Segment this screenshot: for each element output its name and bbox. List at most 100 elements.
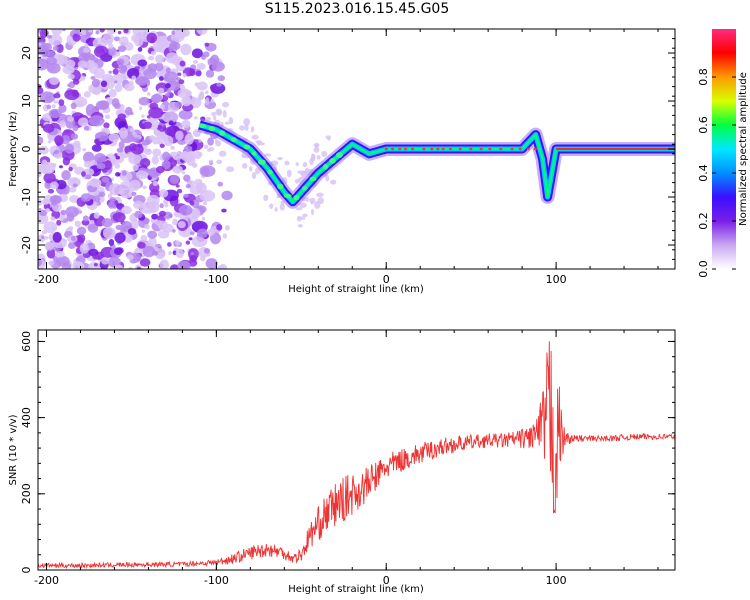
- noise-blob: [166, 52, 179, 61]
- noise-blob: [82, 215, 89, 222]
- noise-blob: [141, 139, 150, 146]
- noise-blob: [185, 183, 192, 189]
- ridge-blob: [267, 169, 273, 175]
- noise-blob: [128, 266, 133, 269]
- noise-blob: [108, 43, 114, 49]
- noise-blob: [118, 36, 129, 46]
- noise-blob: [78, 52, 90, 63]
- noise-blob: [113, 247, 123, 255]
- x-tick-label: -100: [204, 574, 229, 587]
- noise-blob: [150, 50, 157, 56]
- noise-blob: [85, 174, 92, 180]
- noise-blob: [210, 98, 215, 103]
- noise-blob: [42, 123, 55, 133]
- ridge-blob: [322, 164, 329, 170]
- colorbar-tick-label: 0.4: [697, 164, 710, 182]
- noise-blob: [82, 148, 87, 152]
- noise-blob: [70, 133, 79, 140]
- noise-blob: [136, 266, 141, 269]
- colorbar-tick-label: 0.6: [697, 116, 710, 134]
- noise-blob: [98, 191, 106, 198]
- noise-blob: [48, 108, 62, 119]
- noise-blob: [177, 72, 182, 76]
- ridge-peak-dot: [479, 147, 483, 151]
- noise-blob: [102, 227, 116, 240]
- noise-blob: [163, 135, 174, 147]
- noise-blob: [177, 260, 191, 269]
- noise-blob: [131, 252, 142, 263]
- noise-blob: [118, 188, 125, 195]
- noise-blob: [108, 70, 112, 74]
- noise-blob: [127, 228, 137, 235]
- noise-blob: [203, 247, 210, 254]
- noise-blob: [103, 160, 112, 171]
- noise-blob: [91, 78, 100, 88]
- ridge-blob: [230, 137, 237, 143]
- noise-blob: [147, 63, 158, 73]
- noise-blob: [131, 75, 137, 80]
- noise-blob: [159, 104, 165, 110]
- spectrogram-ylabel: Frequency (Hz): [8, 111, 19, 187]
- ridge-peak-dot: [469, 147, 473, 151]
- noise-blob: [244, 124, 249, 131]
- noise-blob: [126, 151, 135, 159]
- noise-blob: [55, 179, 67, 190]
- noise-blob: [167, 80, 181, 91]
- ridge-peak-dot: [436, 147, 440, 151]
- noise-blob: [195, 70, 202, 77]
- noise-blob: [159, 203, 164, 209]
- noise-blob: [83, 91, 91, 98]
- noise-blob: [123, 83, 135, 92]
- ridge-peak-dot: [404, 147, 408, 151]
- noise-blob: [179, 60, 186, 67]
- noise-blob: [321, 150, 328, 157]
- noise-blob: [183, 174, 191, 182]
- x-tick-label: -100: [204, 273, 229, 286]
- noise-blob: [123, 29, 129, 34]
- noise-blob: [217, 181, 224, 187]
- noise-blob: [129, 179, 141, 191]
- x-tick-label: 100: [546, 273, 567, 286]
- noise-blob: [143, 148, 153, 155]
- noise-blob: [207, 137, 214, 146]
- noise-blob: [51, 104, 56, 109]
- noise-blob: [201, 167, 210, 177]
- noise-blob: [269, 203, 274, 209]
- noise-blob: [43, 221, 58, 234]
- noise-blob: [44, 241, 55, 250]
- noise-blob: [65, 59, 76, 69]
- noise-blob: [196, 81, 208, 91]
- noise-blob: [196, 63, 206, 70]
- noise-blob: [295, 207, 303, 211]
- noise-blob: [81, 219, 90, 226]
- noise-blob: [316, 155, 321, 160]
- noise-blob: [52, 231, 62, 243]
- ridge-peak-dot: [422, 147, 426, 151]
- noise-blob: [84, 43, 89, 48]
- noise-blob: [139, 106, 143, 111]
- noise-blob: [151, 155, 159, 165]
- noise-blob: [175, 240, 181, 246]
- noise-blob: [192, 59, 199, 64]
- x-tick-label: 100: [546, 574, 567, 587]
- noise-blob: [209, 84, 216, 91]
- ridge-peak-dot: [390, 147, 395, 151]
- noise-blob: [93, 45, 109, 58]
- noise-blob: [66, 116, 74, 123]
- noise-blob: [251, 172, 257, 179]
- noise-blob: [313, 147, 320, 153]
- noise-blob: [136, 36, 140, 40]
- noise-blob: [112, 212, 126, 223]
- noise-blob: [90, 75, 96, 80]
- noise-blob: [157, 87, 165, 94]
- noise-blob: [79, 243, 89, 254]
- ridge-blob: [243, 144, 251, 150]
- noise-blob: [72, 78, 80, 85]
- noise-blob: [250, 126, 255, 133]
- noise-blob: [91, 108, 97, 113]
- noise-blob: [58, 165, 64, 169]
- noise-blob: [164, 126, 175, 136]
- noise-blob: [226, 166, 235, 173]
- noise-blob: [58, 120, 66, 128]
